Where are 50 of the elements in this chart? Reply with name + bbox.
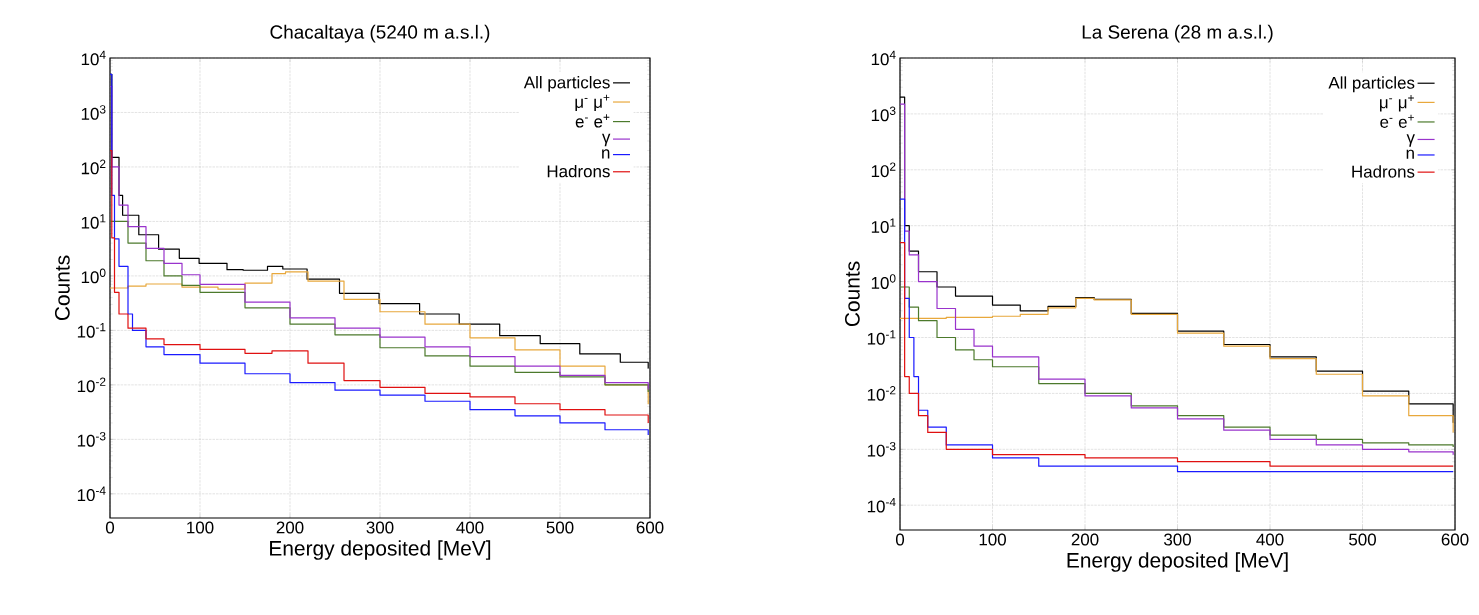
x-axis-title: Energy deposited [MeV] (1067, 552, 1288, 572)
x-tick-label: 400 (456, 521, 484, 534)
x-tick-label: 300 (366, 521, 394, 534)
y-tick-label: 10$^{1}$ (871, 218, 896, 233)
y-tick-label: 10$^{-4}$ (77, 486, 106, 502)
y-tick-label: 10$^{-2}$ (867, 386, 896, 401)
x-tick-label: 100 (187, 521, 214, 534)
legend-label: e$^{-}$ e$^{+}$ (575, 114, 610, 128)
x-tick-label: 0 (895, 533, 905, 546)
y-tick-label: 10$^{0}$ (81, 268, 106, 284)
legend-label: Hadrons (1352, 165, 1415, 178)
chart-title: La Serena (28 m a.s.l.) (1082, 24, 1273, 43)
y-tick-label: 10$^{-1}$ (77, 323, 106, 338)
x-tick-label: 200 (1071, 533, 1099, 546)
x-tick-label: 400 (1256, 533, 1284, 546)
x-axis-title: Energy deposited [MeV] (270, 540, 491, 560)
y-tick-label: 10$^{-2}$ (77, 377, 106, 393)
chart-title: Chacaltaya (5240 m a.s.l.) (270, 24, 490, 43)
y-tick-label: 10$^{-4}$ (867, 497, 896, 513)
x-tick-label: 300 (1164, 533, 1191, 546)
x-tick-label: 600 (636, 521, 664, 534)
x-tick-label: 500 (1349, 533, 1376, 546)
legend-label: γ (602, 133, 611, 147)
legend-label: All particles (1328, 76, 1415, 93)
y-tick-label: 10$^{0}$ (871, 274, 896, 289)
legend-label: e$^{-}$ e$^{+}$ (1380, 114, 1414, 128)
legend-label: Hadrons (547, 164, 610, 178)
legend-label: γ (1406, 134, 1415, 147)
legend-label: n (602, 149, 610, 159)
y-tick-label: 10$^{2}$ (81, 159, 106, 175)
y-axis-title: Counts (54, 255, 70, 321)
x-tick-label: 200 (276, 521, 304, 534)
y-tick-label: 10$^{-3}$ (867, 441, 896, 457)
legend-label: μ$^{-}$ μ$^{+}$ (1380, 95, 1414, 112)
y-axis-title: Counts (844, 261, 860, 327)
legend-label: All particles (523, 75, 610, 92)
legend-label: n (1406, 149, 1414, 159)
y-tick-label: 10$^{1}$ (81, 214, 106, 229)
x-tick-label: 600 (1441, 533, 1469, 546)
legend-label: μ$^{-}$ μ$^{+}$ (575, 94, 610, 112)
x-tick-label: 0 (105, 521, 115, 534)
y-tick-label: 10$^{2}$ (871, 162, 896, 178)
y-tick-label: 10$^{3}$ (81, 105, 106, 120)
y-tick-label: 10$^{4}$ (871, 50, 896, 66)
x-tick-label: 100 (979, 533, 1006, 546)
y-tick-label: 10$^{3}$ (871, 106, 896, 122)
y-tick-label: 10$^{-1}$ (867, 330, 896, 345)
y-tick-label: 10$^{4}$ (81, 50, 106, 66)
x-tick-label: 500 (546, 521, 574, 534)
y-tick-label: 10$^{-3}$ (77, 432, 106, 447)
